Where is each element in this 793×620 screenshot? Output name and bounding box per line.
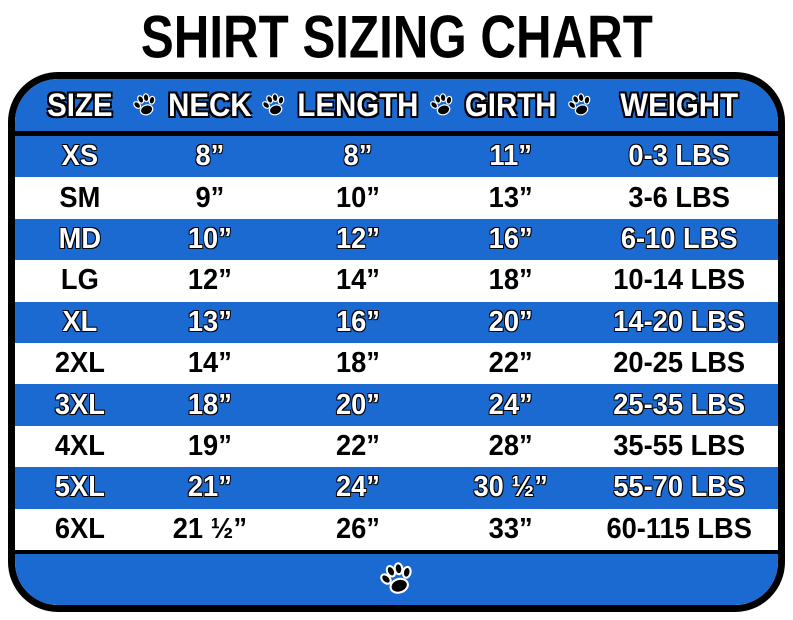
cell-size: 6XL [54, 512, 105, 545]
table-row: 6XL 21 ½” 26” 33” 60-115 LBS [15, 508, 778, 550]
cell-size: SM [59, 181, 101, 214]
table-row: 5XL 21” 24” 30 ½” 55-70 LBS [15, 467, 778, 509]
table-row: XS 8” 8” 11” 0-3 LBS [15, 136, 778, 178]
sizing-table-card: SIZE NECK LENGTH GIRTH WEIGHT XS 8” 8” 11” 0… [8, 72, 785, 612]
table-body: XS 8” 8” 11” 0-3 LBS SM 9” 10” 13” 3-6 LBS MD 10” 12… [15, 136, 778, 550]
paw-print-icon [376, 558, 418, 600]
cell-neck: 12” [187, 264, 232, 297]
cell-weight: 25-35 LBS [612, 388, 745, 421]
paw-print-icon [565, 90, 595, 120]
cell-girth: 20” [488, 305, 533, 338]
cell-weight: 6-10 LBS [620, 222, 738, 255]
cell-length: 26” [336, 512, 381, 545]
cell-girth: 11” [489, 140, 533, 173]
cell-length: 18” [336, 347, 381, 380]
cell-girth: 18” [488, 264, 533, 297]
table-row: XL 13” 16” 20” 14-20 LBS [15, 301, 778, 343]
cell-length: 22” [336, 429, 381, 462]
cell-neck: 8” [195, 140, 224, 173]
table-row: 4XL 19” 22” 28” 35-55 LBS [15, 425, 778, 468]
column-header-weight: WEIGHT [619, 86, 738, 123]
cell-girth: 13” [488, 181, 533, 214]
cell-size: 4XL [54, 429, 105, 462]
cell-length: 24” [336, 471, 381, 504]
cell-weight: 10-14 LBS [612, 264, 745, 297]
cell-length: 16” [336, 305, 381, 338]
page-title: SHIRT SIZING CHART [0, 0, 793, 72]
cell-neck: 9” [195, 181, 224, 214]
cell-weight: 14-20 LBS [612, 305, 745, 338]
table-row: 2XL 14” 18” 22” 20-25 LBS [15, 342, 778, 385]
cell-girth: 30 ½” [473, 471, 549, 504]
cell-weight: 55-70 LBS [612, 471, 745, 504]
cell-weight: 0-3 LBS [628, 140, 730, 173]
column-header-girth: GIRTH [465, 86, 557, 123]
cell-weight: 35-55 LBS [612, 429, 745, 462]
cell-size: 5XL [54, 471, 105, 504]
page-title-text: SHIRT SIZING CHART [140, 1, 653, 71]
table-footer [15, 549, 778, 605]
cell-length: 20” [336, 388, 381, 421]
cell-length: 8” [343, 140, 373, 173]
paw-print-icon [259, 90, 289, 120]
cell-girth: 22” [488, 347, 533, 380]
cell-weight: 3-6 LBS [628, 181, 730, 214]
cell-neck: 21” [187, 471, 232, 504]
cell-neck: 21 ½” [172, 512, 247, 545]
column-header-length: LENGTH [297, 86, 419, 123]
table-row: 3XL 18” 20” 24” 25-35 LBS [15, 384, 778, 426]
cell-neck: 14” [187, 347, 232, 380]
cell-size: 3XL [54, 388, 105, 421]
cell-neck: 18” [187, 388, 232, 421]
paw-print-icon [427, 90, 457, 120]
column-header-neck: NECK [167, 86, 252, 123]
cell-weight: 20-25 LBS [612, 347, 745, 380]
paw-print-icon [130, 90, 160, 120]
cell-girth: 24” [488, 388, 533, 421]
cell-neck: 19” [187, 429, 232, 462]
column-header-size: SIZE [47, 86, 113, 123]
cell-girth: 33” [488, 512, 533, 545]
table-row: MD 10” 12” 16” 6-10 LBS [15, 218, 778, 261]
cell-size: 2XL [54, 347, 105, 380]
table-row: SM 9” 10” 13” 3-6 LBS [15, 177, 778, 219]
cell-size: XS [61, 140, 99, 173]
table-header-row: SIZE NECK LENGTH GIRTH WEIGHT [15, 79, 778, 136]
cell-neck: 10” [187, 222, 232, 255]
cell-girth: 28” [488, 429, 533, 462]
cell-girth: 16” [488, 222, 533, 255]
cell-size: LG [60, 264, 99, 297]
cell-neck: 13” [187, 305, 232, 338]
cell-weight: 60-115 LBS [606, 512, 752, 545]
cell-size: MD [58, 222, 102, 255]
cell-length: 10” [336, 181, 381, 214]
cell-length: 14” [336, 264, 381, 297]
cell-size: XL [62, 305, 98, 338]
table-row: LG 12” 14” 18” 10-14 LBS [15, 260, 778, 302]
cell-length: 12” [336, 222, 381, 255]
